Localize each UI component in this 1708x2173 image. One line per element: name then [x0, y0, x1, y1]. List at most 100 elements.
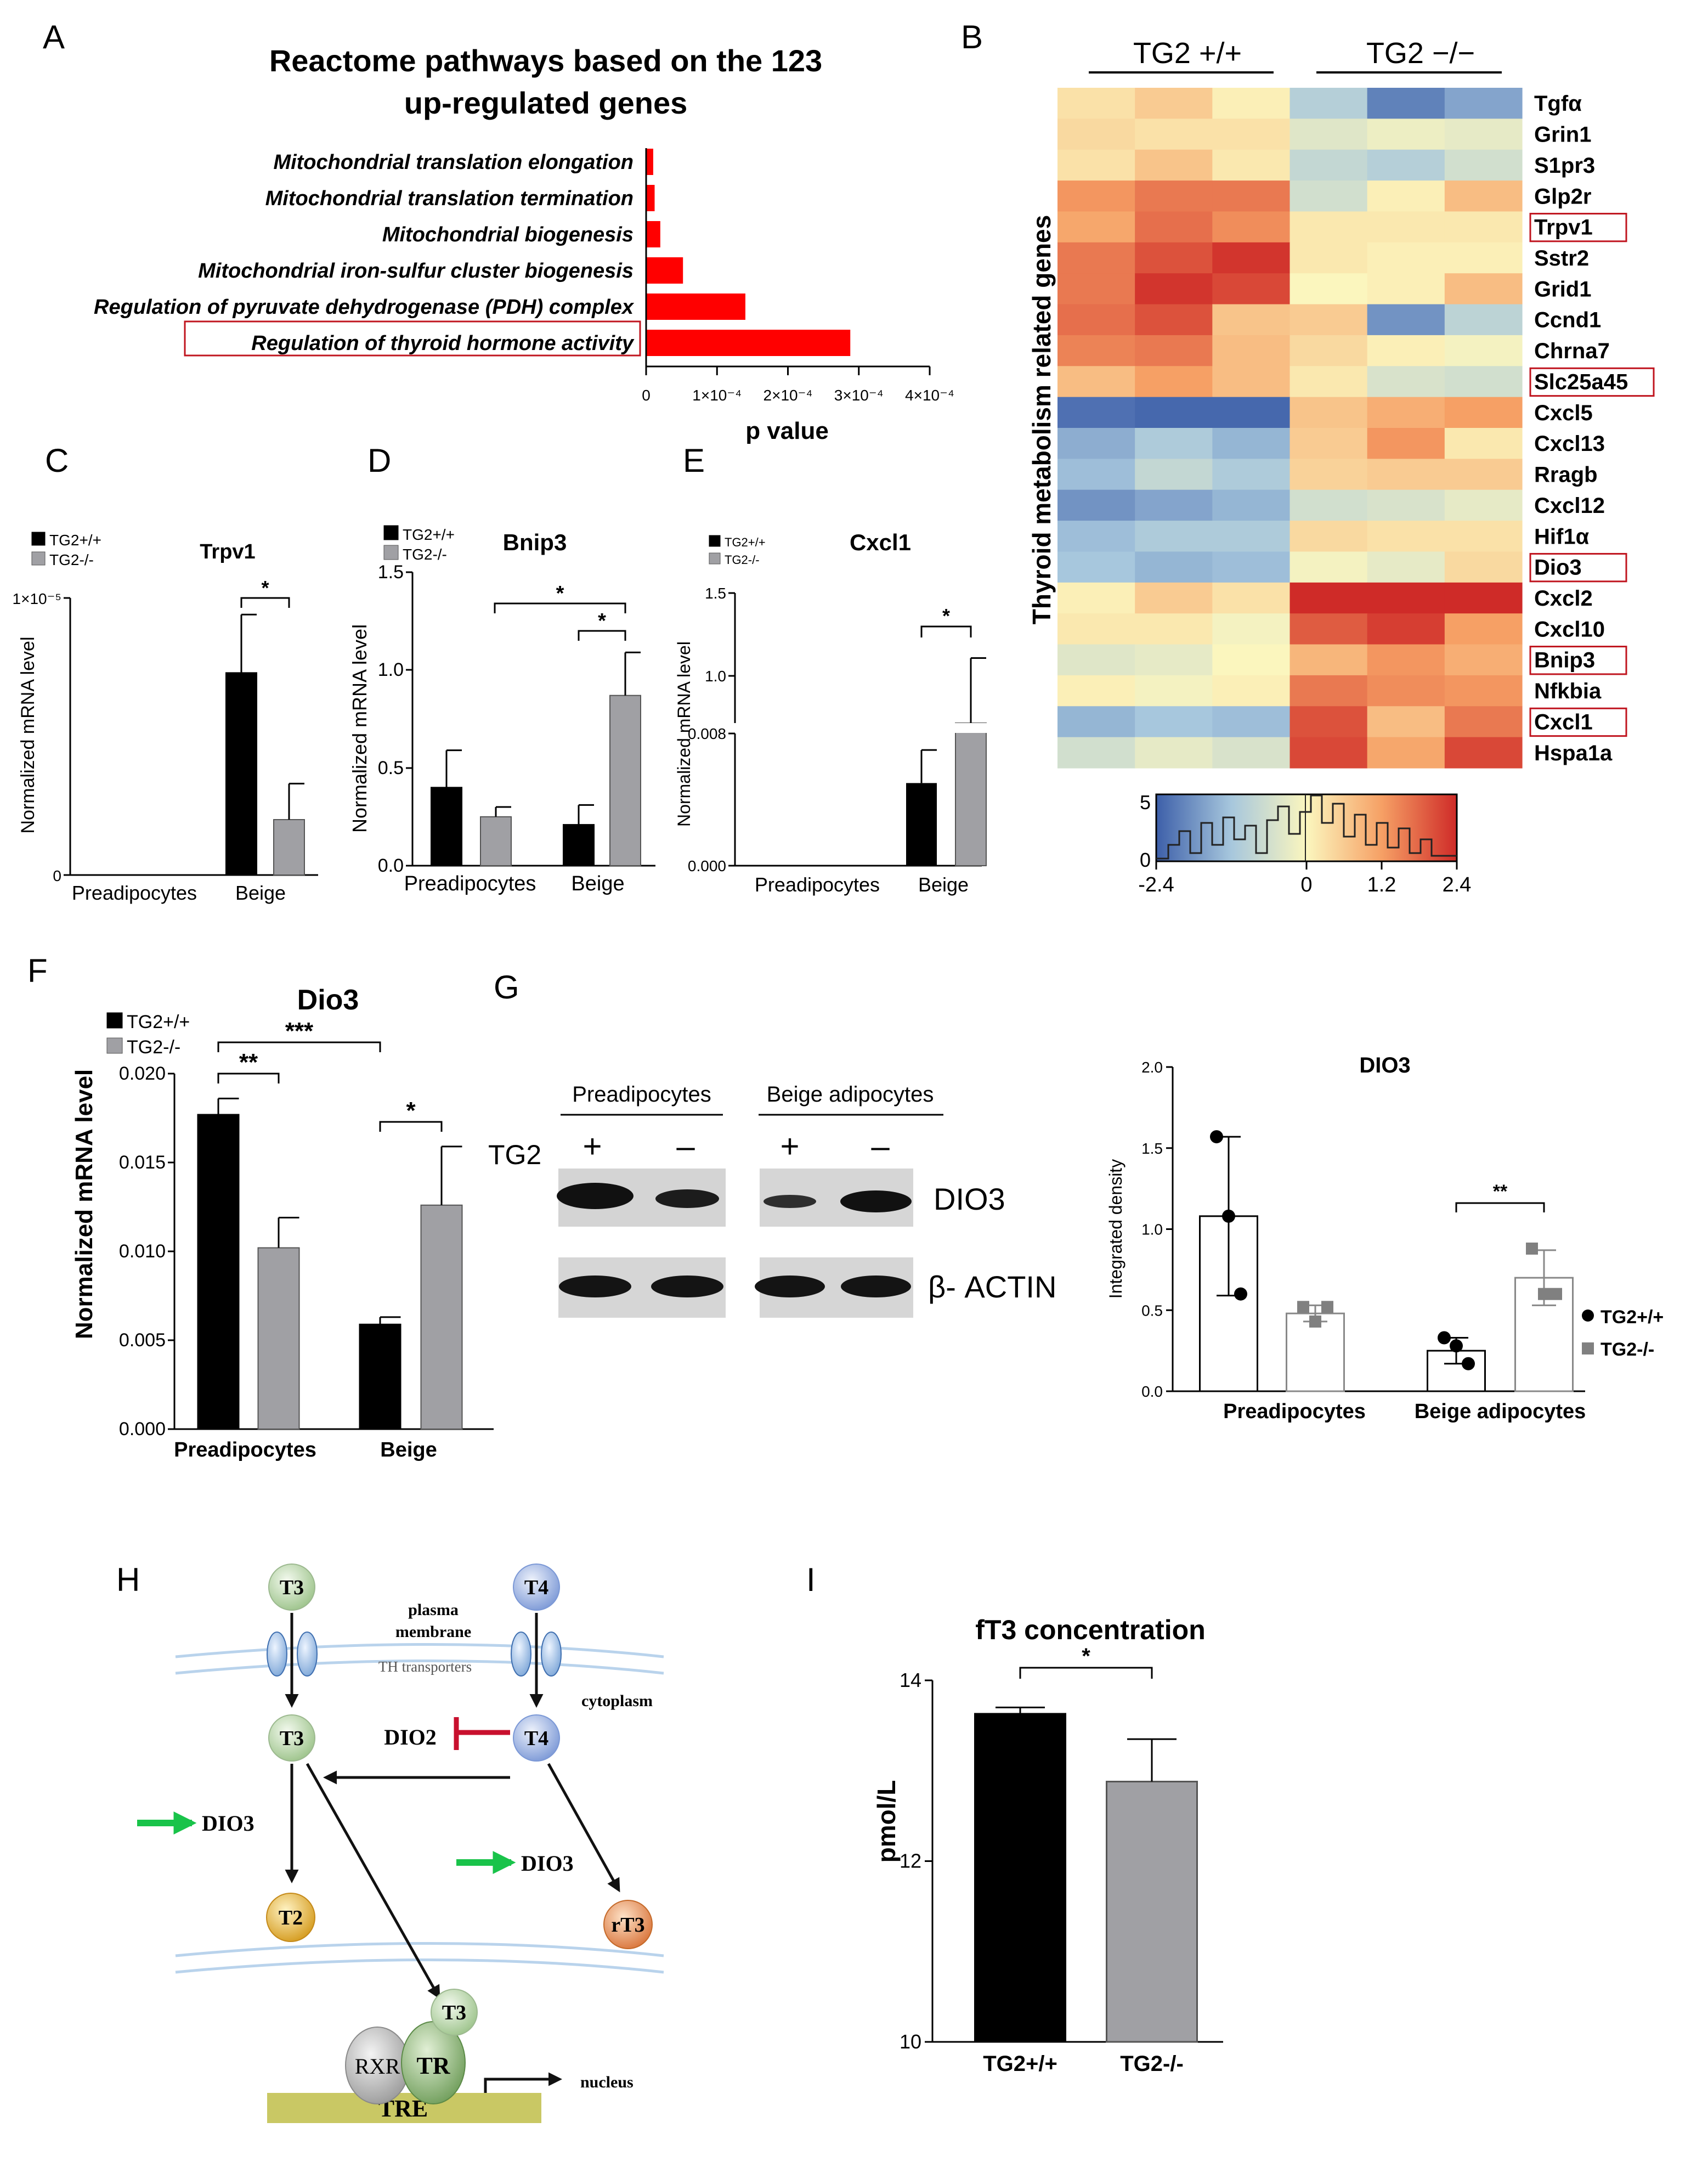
b-row-label: Nfkbia [1534, 679, 1602, 703]
panel-label-d: D [367, 442, 391, 479]
c-chart-significance-label: * [261, 577, 269, 599]
f-chart-y-tick-label: 0.000 [119, 1419, 166, 1440]
b-heatmap-cell [1057, 211, 1135, 243]
b-heatmap-cell [1135, 273, 1213, 305]
b-heatmap-cell [1212, 644, 1291, 676]
h-dio2-label: DIO2 [384, 1725, 437, 1749]
b-heatmap-cell [1367, 242, 1445, 274]
h-transporter-right [511, 1632, 562, 1677]
b-cb-count-0: 0 [1140, 849, 1151, 871]
e-y-tick-label: 0.008 [688, 725, 726, 742]
i-y-tick-label: 12 [900, 1850, 921, 1872]
b-heatmap-cell [1290, 366, 1368, 398]
a-category-label: Regulation of thyroid hormone activity [251, 332, 635, 355]
b-heatmap-cell [1212, 582, 1291, 614]
b-heatmap-cell [1290, 273, 1368, 305]
b-heatmap-cell [1367, 737, 1445, 769]
b-row-highlight-box [1529, 646, 1627, 675]
c-title: Trpv1 [200, 540, 255, 563]
b-row-label: Sstr2 [1534, 246, 1589, 270]
b-heatmap-cell [1135, 149, 1213, 181]
b-heatmap-cell [1057, 242, 1135, 274]
a-x-tick-label: 4×10⁻⁴ [905, 387, 954, 404]
f-legend-swatch [106, 1037, 123, 1054]
b-heatmap-cell [1290, 644, 1368, 676]
b-heatmap-cell [1367, 118, 1445, 150]
b-heatmap-cell [1212, 180, 1291, 212]
b-heatmap-cell [1212, 428, 1291, 459]
d-chart-significance-bracket [578, 630, 626, 641]
b-heatmap-cell [1444, 149, 1523, 181]
b-heatmap-cell [1367, 88, 1445, 119]
b-heatmap-cell [1212, 613, 1291, 645]
b-heatmap-cell [1444, 397, 1523, 428]
b-heatmap-cell [1212, 489, 1291, 521]
h-tr-label: TR [416, 2052, 450, 2079]
h-t4-outside-label: T4 [524, 1576, 548, 1599]
b-heatmap-cell [1212, 88, 1291, 119]
b-row-highlight-box [1529, 707, 1627, 737]
b-colorbar-tick-label: -2.4 [1138, 873, 1174, 896]
d-legend-swatch [383, 545, 399, 560]
f-chart-significance-bracket [379, 1121, 443, 1132]
g-title: DIO3 [1359, 1053, 1410, 1077]
b-heatmap-cell [1290, 428, 1368, 459]
f-chart-y-tick-label: 0.005 [119, 1330, 166, 1351]
h-rt3 [603, 1900, 653, 1949]
b-heatmap-cell [1444, 459, 1523, 490]
h-t3-nucleus-label: T3 [442, 2001, 466, 2024]
e-bar [955, 723, 987, 866]
panel-label-f: F [27, 952, 48, 989]
e-y-tick-label: 1.5 [705, 585, 726, 602]
b-heatmap-cell [1290, 706, 1368, 738]
b-heatmap-cell [1135, 118, 1213, 150]
i-bar [1106, 1781, 1198, 2043]
a-category-label: Regulation of pyruvate dehydrogenase (PD… [94, 296, 635, 319]
a-bar [646, 257, 683, 284]
b-heatmap-cell [1367, 675, 1445, 707]
b-heatmap-cell [1367, 180, 1445, 212]
b-heatmap-cell [1367, 304, 1445, 336]
b-row-label: Chrna7 [1534, 339, 1610, 363]
b-heatmap-cell [1444, 88, 1523, 119]
b-heatmap-cell [1135, 304, 1213, 336]
b-heatmap-cell [1290, 397, 1368, 428]
f-chart-y-tick-label: 0.010 [119, 1241, 166, 1262]
b-cb-count-5: 5 [1140, 791, 1151, 814]
h-dio3-right-label: DIO3 [521, 1851, 574, 1876]
b-heatmap-cell [1444, 180, 1523, 212]
a-x-tick-label: 1×10⁻⁴ [692, 387, 742, 404]
b-heatmap-cell [1057, 644, 1135, 676]
f-chart-significance-label: ** [239, 1049, 258, 1076]
b-heatmap-cell [1290, 335, 1368, 366]
g-data-point [1438, 1331, 1451, 1345]
f-chart-bar [257, 1247, 300, 1430]
e-legend-entry: TG2-/- [725, 553, 760, 567]
d-title: Bnip3 [503, 529, 567, 555]
b-heatmap-cell [1367, 551, 1445, 583]
e-legend-swatch [709, 552, 721, 565]
b-heatmap-cell [1290, 551, 1368, 583]
b-heatmap-cell [1212, 459, 1291, 490]
b-heatmap-cell [1135, 489, 1213, 521]
b-heatmap-cell [1212, 273, 1291, 305]
b-heatmap-cell [1135, 582, 1213, 614]
b-heatmap-cell [1057, 489, 1135, 521]
i-title: fT3 concentration [975, 1615, 1205, 1645]
b-row-label: Trpv1 [1534, 216, 1593, 240]
h-arrow-t4-rt3 [547, 1763, 620, 1893]
b-heatmap-cell [1290, 675, 1368, 707]
b-row-label: Cxcl2 [1534, 586, 1593, 611]
g-blot-group-pre: Preadipocytes [572, 1082, 711, 1107]
panel-label-b: B [961, 19, 983, 55]
h-t4-inside-label: T4 [524, 1727, 548, 1750]
b-heatmap-cell [1444, 273, 1523, 305]
g-blot-band-dio3: DIO3 [934, 1182, 1005, 1216]
a-category-label: Mitochondrial biogenesis [382, 223, 634, 246]
g-category-label: Beige adipocytes [1415, 1400, 1586, 1423]
b-heatmap-cell [1057, 304, 1135, 336]
g-y-tick-label: 1.0 [1141, 1221, 1163, 1238]
d-chart-category-label: Beige [571, 872, 624, 895]
a-x-tick-label: 3×10⁻⁴ [834, 387, 884, 404]
g-data-point [1550, 1288, 1562, 1300]
